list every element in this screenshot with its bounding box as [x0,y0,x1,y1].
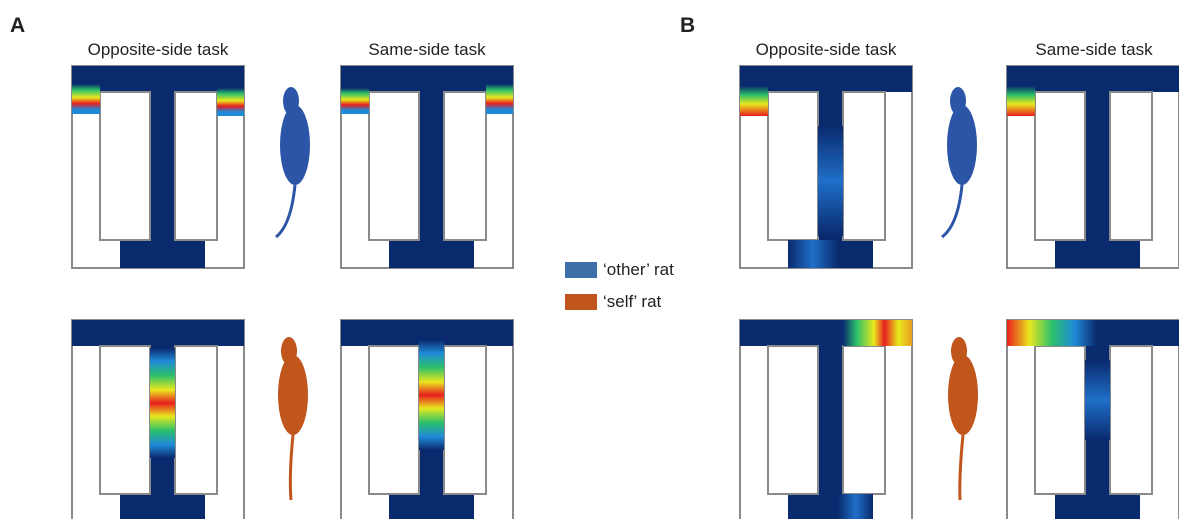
maze-block [443,91,487,241]
panel-label: B [680,14,695,37]
column-title: Same-side task [368,40,486,59]
heatmap [740,86,768,116]
maze-block [1109,91,1153,241]
heatmap [818,126,843,236]
legend-label: ‘other’ rat [603,260,674,279]
heatmap [843,320,912,346]
maze-block [368,91,420,241]
maze-block [767,91,819,241]
panel-label: A [10,14,25,37]
maze-base [389,494,474,519]
heatmap [150,348,175,458]
maze-block [99,91,151,241]
rat-body [948,355,978,435]
rat-head [283,87,299,115]
rat-tail [941,184,964,239]
maze-block [99,345,151,495]
heatmap [419,340,444,450]
rat-head [950,87,966,115]
column-title: Same-side task [1035,40,1153,59]
rat-tail [958,434,965,501]
heatmap [788,240,838,268]
maze-block [1034,91,1086,241]
rat-head [951,337,967,365]
heatmap [217,88,244,116]
maze-base [1055,494,1140,519]
maze-stem [1085,66,1110,268]
legend-label: ‘self’ rat [603,292,662,311]
maze-stem [419,66,444,268]
maze-stem [150,66,175,268]
maze-base [389,240,474,268]
heatmap [1085,360,1110,440]
rat-tail [274,184,297,239]
maze-base [1055,240,1140,268]
rat-tail [288,434,295,501]
rat-body [280,105,310,185]
rat-body [278,355,308,435]
heatmap [72,84,100,114]
rat-body [947,105,977,185]
maze-block [443,345,487,495]
heatmap [1007,86,1035,116]
maze-block [1109,345,1153,495]
maze-block [842,345,886,495]
rat-head [281,337,297,365]
maze-block [174,345,218,495]
maze-base [120,494,205,519]
heatmap [341,88,369,114]
maze-block [368,345,420,495]
maze-block [842,91,886,241]
column-title: Opposite-side task [756,40,897,59]
maze-stem [818,320,843,519]
column-title: Opposite-side task [88,40,229,59]
maze-block [767,345,819,495]
maze-block [1034,345,1086,495]
heatmap [838,494,873,519]
maze-base [120,240,205,268]
heatmap [486,84,513,114]
maze-block [174,91,218,241]
heatmap [1007,320,1097,346]
legend-swatch [565,262,597,278]
legend-swatch [565,294,597,310]
